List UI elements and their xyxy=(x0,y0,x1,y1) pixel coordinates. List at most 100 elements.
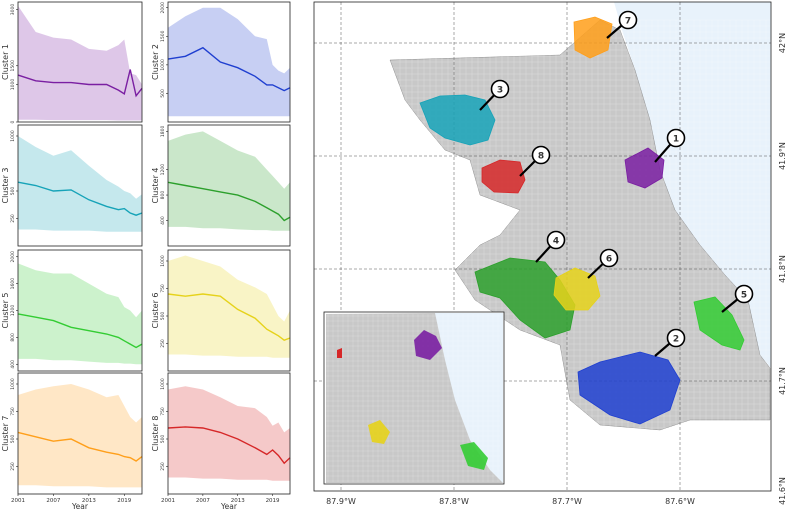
cluster-marker-4: 4 xyxy=(535,230,566,263)
latitude-label: 41.8°N xyxy=(778,255,787,283)
y-tick-label: 250 xyxy=(160,339,166,348)
panel-frame xyxy=(167,372,291,495)
y-tick-label: 1500 xyxy=(10,60,16,72)
y-tick-label: 1000 xyxy=(160,59,166,71)
marker-circle xyxy=(618,10,638,30)
mean-line xyxy=(17,313,143,349)
cluster-region-5 xyxy=(693,296,745,351)
y-tick-label: 1000 xyxy=(10,79,16,91)
marker-circle xyxy=(734,284,754,304)
y-tick-label: 1200 xyxy=(10,305,16,317)
marker-label: 2 xyxy=(673,334,679,344)
panel-frame xyxy=(167,249,291,372)
marker-label: 1 xyxy=(673,134,679,144)
cluster-marker-5: 5 xyxy=(721,284,754,313)
marker-circle xyxy=(666,128,686,148)
y-tick-label: 3000 xyxy=(10,4,16,16)
y-tick-label: 750 xyxy=(10,407,16,416)
cluster-panel-3: 250 500 1000 Cluster 3 xyxy=(1,124,143,247)
mean-line xyxy=(167,46,291,92)
cluster-panel-2: 500 1000 1500 2000 Cluster 2 xyxy=(151,1,291,123)
inset-map xyxy=(323,311,505,485)
longitude-label: 87.9°W xyxy=(326,497,356,506)
y-tick-label: 2000 xyxy=(160,2,166,14)
y-tick-label: 250 xyxy=(160,462,166,471)
cluster-label: Cluster 4 xyxy=(151,167,160,203)
cluster-marker-8: 8 xyxy=(519,145,551,177)
cluster-marker-6: 6 xyxy=(587,248,619,279)
y-tick-label: 1000 xyxy=(160,378,166,390)
y-tick-label: 1800 xyxy=(160,126,166,138)
x-tick-label: 2007 xyxy=(46,498,60,504)
cluster-marker-1: 1 xyxy=(654,128,686,163)
x-tick-label: 2019 xyxy=(266,498,280,504)
cluster-region-1 xyxy=(624,147,665,189)
latitude-label: 41.7°N xyxy=(778,367,787,395)
marker-circle xyxy=(599,248,619,268)
mean-line xyxy=(167,181,291,222)
y-tick-label: 1000 xyxy=(10,130,16,142)
confidence-band xyxy=(18,136,142,232)
mean-line xyxy=(17,181,143,216)
longitude-label: 87.7°W xyxy=(552,497,582,506)
y-tick-label: 250 xyxy=(10,214,16,223)
map-frame xyxy=(313,1,772,492)
mean-line xyxy=(167,426,291,465)
y-tick-label: 500 xyxy=(160,312,166,321)
cluster-label: Cluster 5 xyxy=(1,292,10,328)
longitude-label: 87.6°W xyxy=(665,497,695,506)
marker-label: 5 xyxy=(741,290,747,300)
cluster-marker-2: 2 xyxy=(654,328,686,357)
cluster-region-3 xyxy=(419,94,496,146)
latitude-label: 41.6°N xyxy=(778,477,787,505)
y-tick-label: 1500 xyxy=(160,30,166,42)
cluster-marker-7: 7 xyxy=(606,10,638,39)
cluster-label: Cluster 3 xyxy=(1,167,10,203)
inset-cluster-6 xyxy=(368,420,390,444)
inset-cluster-1 xyxy=(414,330,442,360)
x-tick-label: 2013 xyxy=(231,498,245,504)
confidence-band xyxy=(168,255,290,358)
cluster-panel-7: 250 500 750 1000 Cluster 7 2001 2007 2013 2019 Ye… xyxy=(1,372,143,511)
panel-frame xyxy=(167,124,291,247)
confidence-band xyxy=(168,386,290,481)
y-tick-label: 800 xyxy=(160,191,166,200)
y-tick-label: 1000 xyxy=(10,378,16,390)
confidence-band xyxy=(18,384,142,488)
x-tick-label: 2007 xyxy=(196,498,210,504)
y-tick-label: 500 xyxy=(10,187,16,196)
marker-label: 4 xyxy=(553,236,559,246)
marker-label: 3 xyxy=(497,85,503,95)
cluster-panel-4: 400 800 1200 1800 Cluster 4 xyxy=(151,124,291,247)
marker-circle xyxy=(546,230,566,250)
lake-michigan xyxy=(614,2,771,368)
inset-city xyxy=(326,313,503,483)
cluster-panel-1: 0 1000 1500 3000 Cluster 1 xyxy=(1,1,143,123)
cluster-marker-3: 3 xyxy=(479,79,510,111)
cluster-panel-8: 250 500 750 1000 Cluster 8 2001 2007 2013 2019 Ye… xyxy=(151,372,291,511)
cluster-region-7 xyxy=(573,16,613,59)
confidence-band xyxy=(168,7,290,117)
y-tick-label: 500 xyxy=(160,435,166,444)
confidence-band xyxy=(18,263,142,365)
y-tick-label: 2000 xyxy=(10,251,16,263)
confidence-band xyxy=(18,5,142,121)
marker-label: 6 xyxy=(606,254,612,264)
latitude-label: 42°N xyxy=(778,33,787,53)
inset-cluster-8 xyxy=(337,348,342,358)
cluster-region-2 xyxy=(577,351,681,425)
cluster-panel-5: 400 800 1200 1600 2000 Cluster 5 xyxy=(1,249,143,372)
y-tick-label: 0 xyxy=(10,120,16,123)
x-tick-label: 2019 xyxy=(117,498,131,504)
longitude-label: 87.8°W xyxy=(439,497,469,506)
y-tick-label: 1000 xyxy=(160,255,166,267)
cluster-label: Cluster 2 xyxy=(151,44,160,80)
x-axis-label: Year xyxy=(220,502,238,511)
mean-line xyxy=(17,431,143,462)
marker-circle xyxy=(666,328,686,348)
cluster-label: Cluster 8 xyxy=(151,415,160,451)
map-panel: 1 2 3 4 5 6 7 8 87.9°W 87.8°W 87.7°W 87.6°W 42°N 41.9… xyxy=(313,1,787,506)
panel-frame xyxy=(17,372,143,495)
y-tick-label: 400 xyxy=(160,216,166,225)
